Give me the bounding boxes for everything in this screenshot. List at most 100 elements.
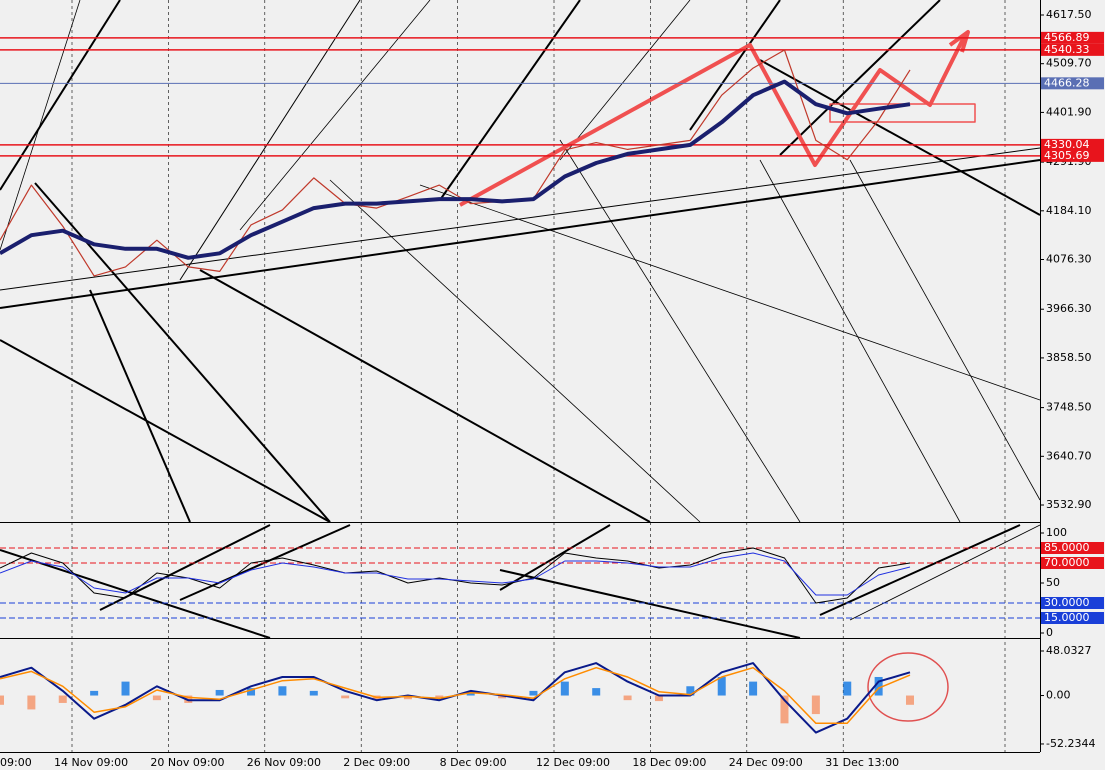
trend-line [559, 139, 801, 523]
series-line [0, 49, 911, 277]
x-tick-label: 14 Nov 09:00 [54, 756, 128, 769]
histogram-bar [121, 681, 130, 696]
histogram-bar [623, 695, 632, 701]
level-label-box [1041, 43, 1104, 56]
level-label: 4566.89 [1044, 31, 1090, 44]
level-label: 30.0000 [1044, 596, 1090, 609]
trend-line [759, 159, 961, 523]
histogram-bar [215, 689, 224, 696]
trend-line [0, 159, 1041, 309]
level-label-box [1041, 557, 1104, 569]
trend-line [179, 0, 361, 281]
y-tick-label: 3966.30 [1046, 302, 1092, 315]
trend-line [849, 524, 1041, 621]
level-label-box [1041, 542, 1104, 554]
histogram-bar [90, 690, 99, 696]
histogram-bar [309, 690, 318, 696]
trend-line [329, 179, 701, 523]
level-label-box [1041, 77, 1104, 90]
level-label-box [1041, 612, 1104, 624]
forecast-path [459, 34, 967, 207]
x-tick-label: 12 Dec 09:00 [536, 756, 610, 769]
y-tick-label: 4401.90 [1046, 105, 1092, 118]
histogram-bar [654, 695, 663, 702]
x-tick-label: 2 Dec 09:00 [343, 756, 410, 769]
histogram-bar [403, 695, 412, 700]
trend-line [439, 0, 581, 201]
y-tick-label: -52.2344 [1046, 737, 1095, 750]
level-label: 4540.33 [1044, 43, 1090, 56]
histogram-bar [686, 686, 695, 696]
trend-line [0, 339, 331, 523]
highlight-circle [867, 652, 949, 722]
y-tick-label: 3640.70 [1046, 449, 1092, 462]
histogram-bar [811, 695, 820, 715]
x-tick-label: 09:00 [0, 756, 32, 769]
histogram-bar [498, 695, 507, 699]
y-tick-label: 4617.50 [1046, 8, 1092, 21]
y-tick-label: 0.00 [1046, 689, 1071, 702]
histogram-bar [58, 695, 67, 703]
histogram-bar [341, 695, 350, 699]
level-label-box [1041, 149, 1104, 162]
trend-line [0, 0, 81, 251]
y-tick-label: 4076.30 [1046, 253, 1092, 266]
trend-line [559, 0, 691, 161]
histogram-bar [27, 695, 36, 710]
histogram-bar [529, 690, 538, 696]
y-tick-label: 50 [1046, 576, 1060, 589]
trend-line [89, 289, 191, 523]
y-tick-label: 4509.70 [1046, 57, 1092, 70]
histogram-bar [152, 695, 161, 701]
level-label: 70.0000 [1044, 556, 1090, 569]
level-label-box [1041, 138, 1104, 151]
x-tick-label: 26 Nov 09:00 [247, 756, 321, 769]
x-tick-label: 20 Nov 09:00 [150, 756, 224, 769]
trend-line [0, 147, 1041, 291]
trend-line [419, 184, 1041, 401]
trend-line [779, 0, 941, 156]
trend-line [819, 524, 1021, 616]
histogram-bar [435, 695, 444, 698]
level-label: 4305.69 [1044, 149, 1090, 162]
x-tick-label: 31 Dec 13:00 [825, 756, 899, 769]
histogram-bar [0, 695, 4, 705]
level-label: 4330.04 [1044, 138, 1090, 151]
histogram-bar [780, 695, 789, 724]
level-label-box [1041, 31, 1104, 44]
histogram-bar [560, 681, 569, 696]
trend-line [0, 0, 121, 191]
trend-line [689, 0, 781, 131]
trend-line [499, 569, 801, 639]
y-tick-label: 48.0327 [1046, 644, 1092, 657]
level-label: 85.0000 [1044, 541, 1090, 554]
y-tick-label: 3532.90 [1046, 498, 1092, 511]
histogram-bar [592, 688, 601, 696]
series-line [0, 666, 911, 725]
series-line [0, 79, 911, 260]
level-label: 15.0000 [1044, 611, 1090, 624]
trend-line [199, 269, 651, 523]
histogram-bar [247, 688, 256, 696]
trend-line [0, 549, 271, 639]
histogram-bar [906, 695, 914, 705]
histogram-bar [843, 681, 852, 696]
y-tick-label: 100 [1046, 526, 1067, 539]
x-tick-label: 24 Dec 09:00 [729, 756, 803, 769]
y-tick-label: 0 [1046, 626, 1053, 639]
forecast-arrows [459, 30, 976, 207]
level-label-box [1041, 597, 1104, 609]
histogram-bar [749, 681, 758, 696]
trend-line [849, 159, 1041, 501]
y-tick-label: 3748.50 [1046, 401, 1092, 414]
histogram-bar [466, 691, 475, 696]
level-label: 4466.28 [1044, 76, 1090, 89]
trend-line [759, 59, 1041, 216]
series-line [0, 552, 911, 596]
y-tick-label: 3858.50 [1046, 351, 1092, 364]
trend-line [499, 524, 611, 591]
arrow-head [948, 30, 970, 53]
y-tick-label: 4184.10 [1046, 204, 1092, 217]
